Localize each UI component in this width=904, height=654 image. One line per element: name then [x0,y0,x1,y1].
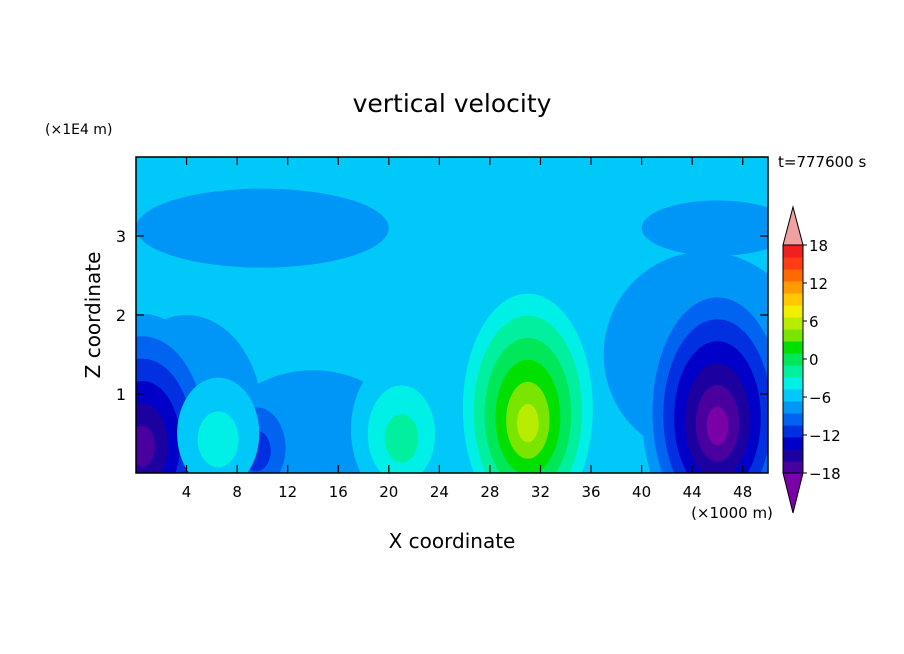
contour-level [517,403,539,443]
x-tick-label: 12 [278,483,297,501]
colorbar-tick-label: −6 [809,389,831,407]
contour-region [641,200,768,256]
colorbar-segment [783,329,803,342]
x-tick-label: 28 [480,483,499,501]
colorbar-tick-label: 18 [809,237,828,255]
colorbar-segment [783,401,803,414]
colorbar: 18 12 6 0 −6 −12 −18 [782,205,841,514]
y-tick-label: 2 [116,306,126,325]
x-tick-label: 48 [733,483,752,501]
colorbar-segment [783,245,803,258]
contour-level [384,413,419,463]
contour-field [136,157,768,473]
colorbar-min-arrow [782,472,804,514]
y-tick-label: 1 [116,385,126,404]
x-tick-label: 36 [581,483,600,501]
x-tick-label: 20 [379,483,398,501]
x-tick-label: 4 [182,483,192,501]
x-tick-label: 44 [683,483,702,501]
contour-level [197,411,239,468]
chart-title: vertical velocity [353,89,552,118]
colorbar-tick-label: −12 [809,427,841,445]
colorbar-tick-label: 6 [809,313,819,331]
x-tick-label: 8 [232,483,242,501]
contour-region [136,188,389,268]
x-axis-label: X coordinate [389,529,516,553]
colorbar-segment [783,389,803,402]
colorbar-segment [783,353,803,366]
colorbar-tick-label: 0 [809,351,819,369]
x-unit-label: (×1000 m) [691,504,773,522]
colorbar-segment [783,449,803,462]
colorbar-segment [783,317,803,330]
y-unit-label: (×1E4 m) [45,122,112,138]
colorbar-tick-label: 12 [809,275,828,293]
colorbar-segment [783,293,803,306]
colorbar-segment [783,305,803,318]
colorbar-segment [783,437,803,450]
colorbar-segment [783,425,803,438]
colorbar-segment [783,461,803,474]
y-tick-label: 3 [116,227,126,246]
x-tick-label: 16 [329,483,348,501]
colorbar-segment [783,269,803,282]
colorbar-segment [783,341,803,354]
y-axis-label: Z coordinate [81,252,105,379]
x-tick-label: 40 [632,483,651,501]
colorbar-segment [783,365,803,378]
contour-level [706,406,729,446]
x-tick-label: 32 [531,483,550,501]
colorbar-max-arrow [782,205,804,246]
colorbar-segment [783,413,803,426]
colorbar-segment [783,281,803,294]
colorbar-segment [783,377,803,390]
time-label: t=777600 s [778,153,866,171]
contour-level [136,425,155,467]
colorbar-segment [783,257,803,270]
colorbar-tick-label: −18 [809,465,841,483]
x-tick-label: 24 [430,483,449,501]
